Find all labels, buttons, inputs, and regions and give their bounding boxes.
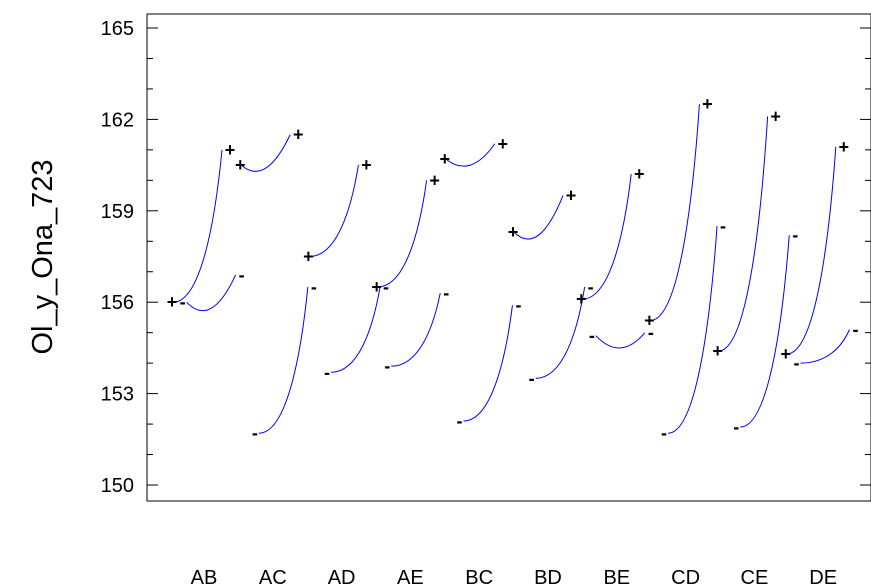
curve-minus-bc [463, 305, 513, 422]
minus-end-marker: - [648, 323, 654, 343]
plus-end-marker: + [839, 137, 850, 157]
curve-minus-ae [391, 292, 441, 367]
curve-plus-ac [240, 134, 291, 172]
factor-pair-bd: ++-- [508, 186, 594, 389]
plus-start-marker: + [508, 222, 519, 242]
curve-plus-bd [513, 195, 564, 240]
minus-start-marker: - [324, 362, 330, 382]
curve-plus-ab [172, 149, 223, 303]
curve-plus-ad [309, 165, 359, 257]
factor-pair-ac: + + - - [235, 125, 317, 444]
category-label-ce: CE [741, 567, 769, 587]
category-label-be: BE [603, 567, 630, 587]
curve-minus-de [800, 329, 850, 364]
minus-start-marker: - [733, 417, 739, 437]
category-label-ac: AC [259, 567, 287, 587]
minus-start-marker: - [589, 326, 595, 346]
curve-minus-ad [331, 286, 381, 373]
category-label-de: DE [809, 567, 837, 587]
y-axis-label: Ol_y_Ona_723 [27, 159, 59, 354]
curve-minus-ce [740, 235, 790, 428]
plus-end-marker: + [634, 164, 645, 184]
curve-plus-ae [377, 180, 428, 288]
plus-end-marker: + [361, 155, 372, 175]
minus-start-marker: - [529, 368, 535, 388]
curve-plus-ce [718, 116, 769, 352]
curve-minus-ac [258, 286, 309, 434]
factor-pair-cd: ++-- [644, 94, 726, 443]
plot-frame [146, 13, 871, 502]
factor-pair-ae: ++-- [371, 170, 449, 376]
plus-end-marker: + [702, 94, 713, 114]
y-tick-label: 162 [101, 109, 134, 131]
curve-plus-de [786, 146, 837, 355]
plus-end-marker: + [293, 125, 304, 145]
minus-start-marker: - [793, 353, 799, 373]
category-label-ae: AE [397, 567, 424, 587]
y-tick-label: 159 [101, 201, 134, 223]
factor-pair-ce: ++-- [712, 106, 798, 437]
minus-end-marker: - [588, 277, 594, 297]
minus-end-marker: - [311, 277, 317, 297]
plus-start-marker: + [781, 344, 792, 364]
category-label-bc: BC [465, 567, 493, 587]
curve-minus-ab [186, 274, 237, 312]
minus-end-marker: - [443, 283, 449, 303]
plus-end-marker: + [429, 170, 440, 190]
minus-start-marker: - [661, 423, 667, 443]
plus-end-marker: + [498, 134, 509, 154]
minus-end-marker: - [239, 265, 245, 285]
y-axis: 150 153 156 159 162 165 [101, 18, 871, 497]
series-group: ++--++--++--++--++--++--++- -++--++--++-- [167, 94, 859, 443]
category-label-ab: AB [191, 567, 218, 587]
plus-end-marker: + [225, 140, 236, 160]
category-label-cd: CD [671, 567, 700, 587]
curve-plus-bc [445, 143, 496, 167]
category-label-ad: AD [328, 567, 356, 587]
minus-end-marker: - [720, 216, 726, 236]
plus-start-marker: + [303, 247, 314, 267]
minus-end-marker: - [852, 320, 858, 340]
plus-start-marker: + [712, 341, 723, 361]
y-tick-label: 165 [101, 18, 134, 40]
factor-pair-be: ++- - [576, 164, 654, 349]
curve-plus-be [582, 174, 632, 300]
minus-start-marker: - [252, 423, 258, 443]
plus-start-marker: + [576, 289, 587, 309]
plus-end-marker: + [770, 106, 781, 126]
curve-minus-be [595, 332, 646, 349]
curve-minus-bd [535, 286, 586, 379]
minus-end-marker: - [792, 225, 798, 245]
y-tick-label: 150 [101, 475, 134, 497]
curve-plus-cd [650, 104, 700, 321]
minus-start-marker: - [384, 356, 390, 376]
y-tick-label: 156 [101, 292, 134, 314]
category-label-bd: BD [534, 567, 562, 587]
plus-start-marker: + [371, 277, 382, 297]
plus-start-marker: + [440, 149, 451, 169]
plus-start-marker: + [644, 310, 655, 330]
plus-start-marker: + [235, 155, 246, 175]
minus-end-marker: - [515, 295, 521, 315]
minus-start-marker: - [180, 292, 186, 312]
factor-pair-bc: + + - - [440, 134, 522, 431]
minus-start-marker: - [456, 411, 462, 431]
factor-pair-ad: ++-- [303, 155, 389, 382]
curve-minus-cd [668, 225, 718, 434]
minus-end-marker: - [383, 277, 389, 297]
factor-pair-ab: ++-- [167, 140, 245, 312]
factor-pair-de: ++-- [781, 137, 859, 373]
x-axis: AB AC AD AE BC BD BE CD CE DE [191, 567, 837, 587]
y-tick-label: 153 [101, 384, 134, 406]
plus-end-marker: + [566, 186, 577, 206]
plus-start-marker: + [167, 292, 178, 312]
